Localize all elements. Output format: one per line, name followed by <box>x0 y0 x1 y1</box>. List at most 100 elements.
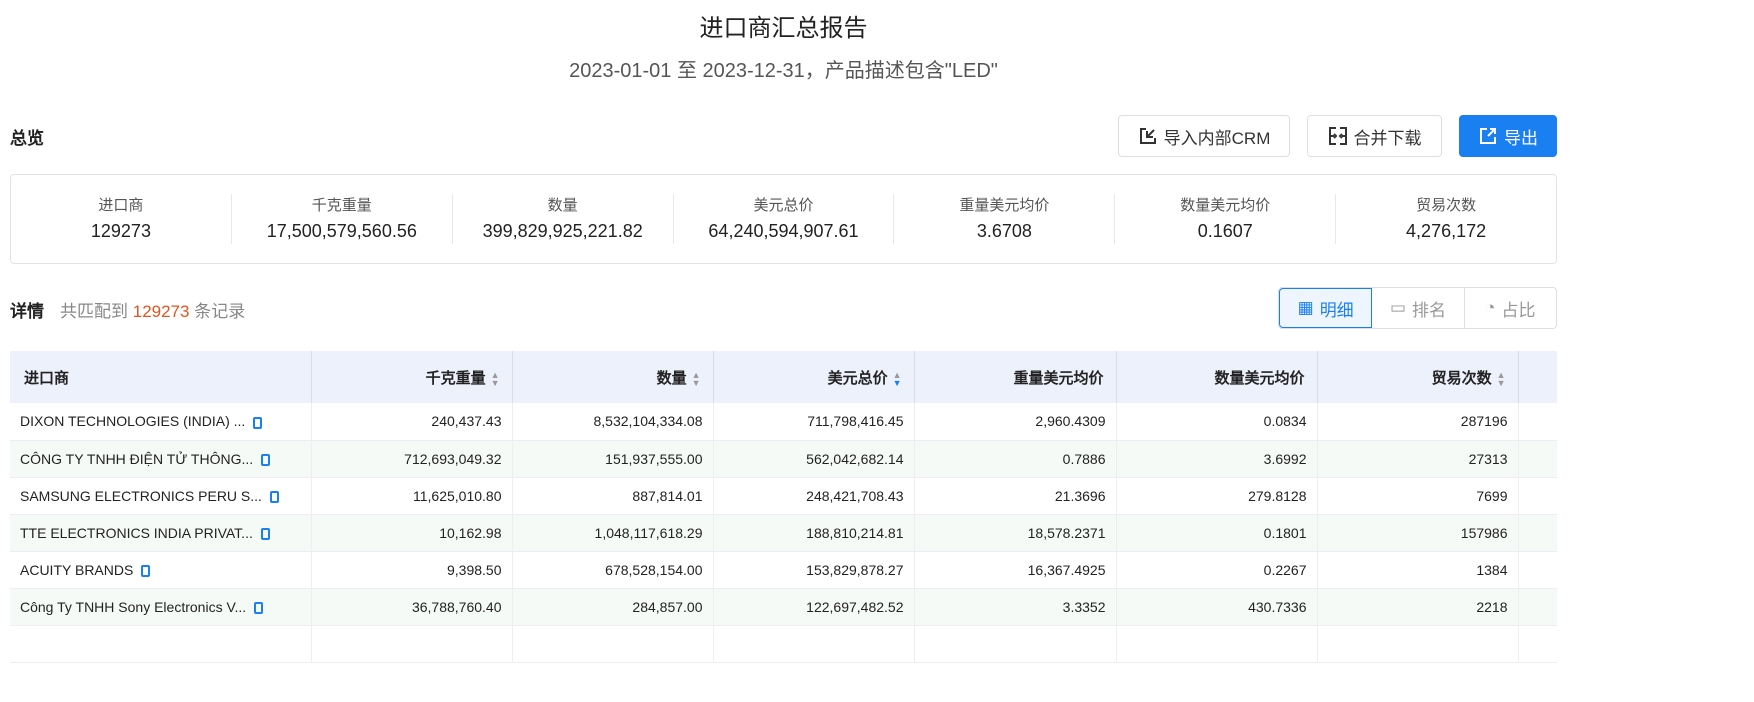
tab-ranking[interactable]: ▭ 排名 <box>1372 288 1465 328</box>
summary-value: 4,276,172 <box>1406 221 1487 241</box>
table-cell <box>914 625 1117 663</box>
tab-share-label: 占比 <box>1501 300 1536 320</box>
import-icon <box>1139 128 1156 144</box>
table-cell: 3.6992 <box>1116 440 1318 478</box>
table-icon: ▦ <box>1297 298 1314 317</box>
table-cell: 1,048,117,618.29 <box>512 514 714 552</box>
cell-value: 678,528,154.00 <box>605 561 703 578</box>
column-header[interactable]: 千克重量 ▲ ▼ <box>311 351 513 403</box>
table-cell: 287196 <box>1317 403 1519 441</box>
table-cell <box>1116 625 1318 663</box>
table-cell: 248,421,708.43 <box>713 477 915 515</box>
column-header-label: 美元总价 <box>827 369 888 387</box>
pie-chart-icon: ◔ <box>1485 298 1496 317</box>
summary-item: 数量美元均价 0.1607 <box>1115 194 1337 244</box>
table-cell: 18,578.2371 <box>914 514 1117 552</box>
table-row: Công Ty TNHH Sony Electronics V... 36,788… <box>10 588 1557 626</box>
match-prefix: 共匹配到 <box>60 302 128 321</box>
table-cell: TTE ELECTRONICS INDIA PRIVAT... <box>10 514 312 552</box>
column-header-label: 重量美元均价 <box>1013 369 1104 387</box>
table-cell <box>1518 625 1557 663</box>
cell-value: SAMSUNG ELECTRONICS PERU S... <box>20 487 262 504</box>
summary-label: 美元总价 <box>753 197 814 214</box>
cell-value: 157986 <box>1460 524 1508 541</box>
copy-icon[interactable] <box>141 564 151 577</box>
sort-icon[interactable]: ▲ ▼ <box>1496 369 1506 388</box>
cell-value: 21.3696 <box>1054 487 1106 504</box>
import-crm-button[interactable]: 导入内部CRM <box>1118 115 1290 157</box>
table-cell: 27313 <box>1317 440 1519 478</box>
table-cell: 7699 <box>1317 477 1519 515</box>
cell-value: 887,814.01 <box>632 487 703 504</box>
column-header-label: 数量美元均价 <box>1214 369 1305 387</box>
merge-download-label: 合并下载 <box>1353 128 1422 148</box>
view-toggle: ▦ 明细 ▭ 排名 ◔ 占比 <box>1278 287 1557 329</box>
cell-value: 3.6992 <box>1263 450 1307 467</box>
summary-label: 贸易次数 <box>1416 197 1477 214</box>
table-row: CÔNG TY TNHH ĐIỆN TỬ THÔNG... 712,693,049… <box>10 440 1557 478</box>
sort-icon[interactable]: ▲ ▼ <box>892 369 902 388</box>
copy-icon[interactable] <box>253 416 263 429</box>
table-cell: 122,697,482.52 <box>713 588 915 626</box>
summary-panel: 进口商 129273 千克重量 17,500,579,560.56 数量 399,829,… <box>10 174 1557 264</box>
table-cell: 1.11 <box>1518 403 1557 441</box>
table-cell: 2218 <box>1317 588 1519 626</box>
column-header[interactable]: 贸易次数 ▲ ▼ <box>1317 351 1519 403</box>
summary-label: 重量美元均价 <box>959 197 1050 214</box>
table-cell: 151,937,555.00 <box>512 440 714 478</box>
summary-value: 399,829,925,221.82 <box>482 221 643 241</box>
column-header[interactable]: 美元总价 ▲ ▼ <box>713 351 915 403</box>
summary-value: 0.1607 <box>1197 221 1253 241</box>
table-row: SAMSUNG ELECTRONICS PERU S... 11,625,010.… <box>10 477 1557 515</box>
sort-icon[interactable]: ▲ ▼ <box>490 369 500 388</box>
table-cell <box>512 625 714 663</box>
table-cell: 9,398.50 <box>311 551 513 589</box>
match-count: 129273 <box>132 302 190 321</box>
cell-value: 711,798,416.45 <box>807 413 904 430</box>
cell-value: 248,421,708.43 <box>806 487 904 504</box>
table-row <box>10 625 1557 663</box>
summary-label: 数量美元均价 <box>1180 197 1271 214</box>
column-header: 进口商 <box>10 351 312 403</box>
tab-detail[interactable]: ▦ 明细 <box>1279 288 1373 328</box>
export-button[interactable]: 导出 <box>1459 115 1557 157</box>
export-label: 导出 <box>1504 128 1538 148</box>
table-cell: 11,625,010.80 <box>311 477 513 515</box>
copy-icon[interactable] <box>260 527 270 540</box>
table-cell: 712,693,049.32 <box>311 440 513 478</box>
column-header: 重量美元均价 <box>914 351 1117 403</box>
table-cell: CÔNG TY TNHH ĐIỆN TỬ THÔNG... <box>10 440 312 478</box>
summary-value: 129273 <box>90 221 151 241</box>
merge-download-button[interactable]: 合并下载 <box>1307 115 1442 157</box>
overview-heading: 总览 <box>10 129 44 148</box>
merge-icon <box>1328 127 1347 145</box>
table-cell: 562,042,682.14 <box>713 440 915 478</box>
summary-item: 数量 399,829,925,221.82 <box>453 194 674 244</box>
sort-icon[interactable]: ▲ ▼ <box>691 369 701 388</box>
cell-value: 18,578.2371 <box>1027 524 1106 541</box>
table-cell: 21.3696 <box>914 477 1117 515</box>
summary-value: 17,500,579,560.56 <box>266 221 417 241</box>
table-cell <box>311 625 513 663</box>
tab-share[interactable]: ◔ 占比 <box>1465 288 1556 328</box>
copy-icon[interactable] <box>254 601 264 614</box>
summary-item: 重量美元均价 3.6708 <box>894 194 1116 244</box>
cell-value: 16,367.4925 <box>1027 561 1106 578</box>
cell-value: Công Ty TNHH Sony Electronics V... <box>20 598 247 615</box>
cell-value: 7699 <box>1476 487 1508 504</box>
details-heading: 详情 <box>10 302 44 321</box>
cell-value: 9,398.50 <box>447 561 502 578</box>
column-header[interactable]: 数量 ▲ ▼ <box>512 351 714 403</box>
cell-value: 712,693,049.32 <box>404 450 502 467</box>
column-header-label: 千克重量 <box>425 369 486 387</box>
details-header: 详情 共匹配到 129273 条记录 <box>10 297 245 322</box>
tab-ranking-label: 排名 <box>1412 300 1447 320</box>
cell-value: 2218 <box>1476 598 1508 615</box>
table-cell: 0.24 <box>1518 551 1557 589</box>
cell-value: ACUITY BRANDS <box>20 561 134 578</box>
copy-icon[interactable] <box>269 490 279 503</box>
copy-icon[interactable] <box>261 453 271 466</box>
table-cell: 284,857.00 <box>512 588 714 626</box>
table-cell <box>1317 625 1519 663</box>
table-cell: 0.0834 <box>1116 403 1318 441</box>
